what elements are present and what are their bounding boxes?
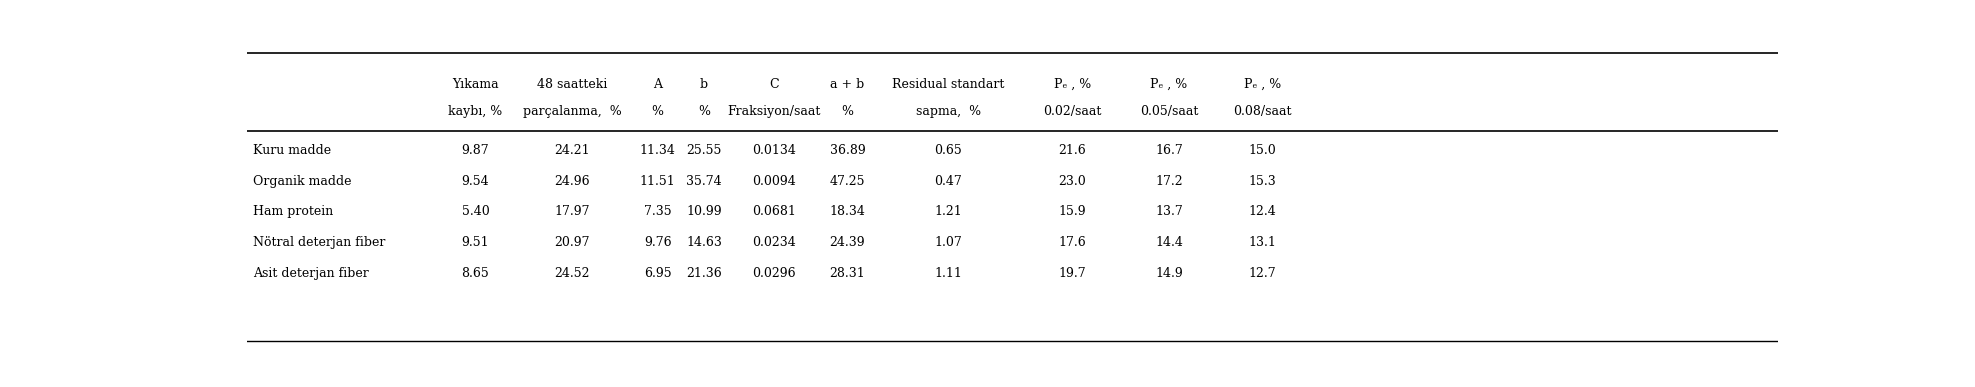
Text: 1.11: 1.11 [934, 267, 962, 280]
Text: 21.36: 21.36 [685, 267, 723, 280]
Text: a + b: a + b [830, 78, 865, 91]
Text: 13.1: 13.1 [1248, 236, 1276, 249]
Text: 16.7: 16.7 [1155, 144, 1183, 157]
Text: b: b [699, 78, 709, 91]
Text: 9.51: 9.51 [462, 236, 490, 249]
Text: Yıkama: Yıkama [452, 78, 500, 91]
Text: 0.02/saat: 0.02/saat [1043, 105, 1102, 118]
Text: 17.6: 17.6 [1059, 236, 1086, 249]
Text: 14.63: 14.63 [685, 236, 723, 249]
Text: Ham protein: Ham protein [253, 205, 334, 219]
Text: Asit deterjan fiber: Asit deterjan fiber [253, 267, 369, 280]
Text: 0.0134: 0.0134 [752, 144, 796, 157]
Text: 9.87: 9.87 [462, 144, 490, 157]
Text: 24.21: 24.21 [555, 144, 591, 157]
Text: 6.95: 6.95 [644, 267, 672, 280]
Text: 11.34: 11.34 [640, 144, 675, 157]
Text: Organik madde: Organik madde [253, 175, 352, 188]
Text: 24.52: 24.52 [555, 267, 591, 280]
Text: 15.0: 15.0 [1248, 144, 1276, 157]
Text: 10.99: 10.99 [687, 205, 723, 219]
Text: Nötral deterjan fiber: Nötral deterjan fiber [253, 236, 385, 249]
Text: 20.97: 20.97 [555, 236, 591, 249]
Text: 0.08/saat: 0.08/saat [1232, 105, 1292, 118]
Text: 8.65: 8.65 [462, 267, 490, 280]
Text: 35.74: 35.74 [687, 175, 723, 188]
Text: 21.6: 21.6 [1059, 144, 1086, 157]
Text: 23.0: 23.0 [1059, 175, 1086, 188]
Text: Pₑ , %: Pₑ , % [1244, 78, 1280, 91]
Text: 24.96: 24.96 [555, 175, 591, 188]
Text: sapma,  %: sapma, % [916, 105, 982, 118]
Text: 12.7: 12.7 [1248, 267, 1276, 280]
Text: 28.31: 28.31 [830, 267, 865, 280]
Text: 13.7: 13.7 [1155, 205, 1183, 219]
Text: A: A [654, 78, 662, 91]
Text: 15.3: 15.3 [1248, 175, 1276, 188]
Text: 0.65: 0.65 [934, 144, 962, 157]
Text: 36.89: 36.89 [830, 144, 865, 157]
Text: Residual standart: Residual standart [893, 78, 1005, 91]
Text: 48 saatteki: 48 saatteki [537, 78, 608, 91]
Text: %: % [697, 105, 711, 118]
Text: 47.25: 47.25 [830, 175, 865, 188]
Text: 1.21: 1.21 [934, 205, 962, 219]
Text: kaybı, %: kaybı, % [448, 105, 502, 118]
Text: %: % [652, 105, 664, 118]
Text: Kuru madde: Kuru madde [253, 144, 332, 157]
Text: 14.4: 14.4 [1155, 236, 1183, 249]
Text: C: C [768, 78, 778, 91]
Text: Pₑ , %: Pₑ , % [1053, 78, 1090, 91]
Text: 9.76: 9.76 [644, 236, 672, 249]
Text: 0.05/saat: 0.05/saat [1140, 105, 1199, 118]
Text: Pₑ , %: Pₑ , % [1151, 78, 1187, 91]
Text: 25.55: 25.55 [687, 144, 721, 157]
Text: 0.0681: 0.0681 [752, 205, 796, 219]
Text: 0.0296: 0.0296 [752, 267, 796, 280]
Text: 17.97: 17.97 [555, 205, 591, 219]
Text: 7.35: 7.35 [644, 205, 672, 219]
Text: 14.9: 14.9 [1155, 267, 1183, 280]
Text: 9.54: 9.54 [462, 175, 490, 188]
Text: 19.7: 19.7 [1059, 267, 1086, 280]
Text: %: % [841, 105, 853, 118]
Text: 15.9: 15.9 [1059, 205, 1086, 219]
Text: 0.0094: 0.0094 [752, 175, 796, 188]
Text: 17.2: 17.2 [1155, 175, 1183, 188]
Text: Fraksiyon/saat: Fraksiyon/saat [727, 105, 820, 118]
Text: 0.47: 0.47 [934, 175, 962, 188]
Text: 11.51: 11.51 [640, 175, 675, 188]
Text: 12.4: 12.4 [1248, 205, 1276, 219]
Text: 18.34: 18.34 [830, 205, 865, 219]
Text: 24.39: 24.39 [830, 236, 865, 249]
Text: 0.0234: 0.0234 [752, 236, 796, 249]
Text: parçalanma,  %: parçalanma, % [523, 105, 622, 118]
Text: 5.40: 5.40 [462, 205, 490, 219]
Text: 1.07: 1.07 [934, 236, 962, 249]
